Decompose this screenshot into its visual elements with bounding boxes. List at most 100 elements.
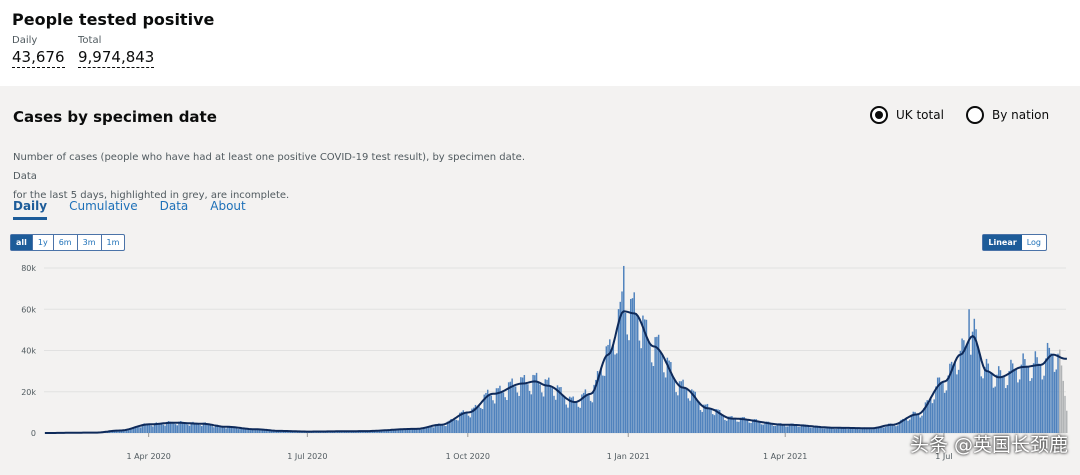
bar bbox=[450, 419, 452, 433]
bar bbox=[228, 425, 231, 433]
bar bbox=[413, 428, 416, 433]
bar bbox=[858, 429, 860, 433]
x-tick-label: 1 Jan 2021 bbox=[607, 452, 650, 461]
bar bbox=[649, 344, 651, 433]
cases-chart[interactable]: 0 20k 40k 60k 80k 1 Apr 2020 1 Jul 2020 1 Oct 2… bbox=[0, 86, 1080, 475]
bar bbox=[704, 404, 707, 433]
total-value[interactable]: 9,974,843 bbox=[78, 48, 155, 68]
bar bbox=[984, 367, 986, 433]
bar bbox=[180, 421, 182, 433]
range-3m-button[interactable]: 3m bbox=[78, 235, 102, 250]
bar bbox=[902, 418, 904, 433]
daily-label: Daily bbox=[12, 35, 38, 46]
bar bbox=[549, 385, 552, 433]
chart-tabs: Daily Cumulative Data About bbox=[13, 199, 268, 220]
bar bbox=[896, 425, 899, 433]
bar bbox=[680, 381, 683, 433]
bar bbox=[650, 362, 653, 433]
bar bbox=[567, 407, 569, 433]
tab-about[interactable]: About bbox=[210, 199, 246, 213]
tab-data[interactable]: Data bbox=[159, 199, 189, 213]
bar bbox=[502, 392, 505, 433]
bar bbox=[211, 426, 213, 433]
bar bbox=[779, 423, 782, 433]
bar bbox=[164, 425, 166, 433]
bar bbox=[112, 431, 114, 433]
bar bbox=[281, 430, 283, 433]
bar bbox=[711, 414, 714, 433]
bar bbox=[813, 425, 815, 433]
bar bbox=[568, 396, 571, 433]
scale-log-button[interactable]: Log bbox=[1026, 238, 1041, 247]
bar bbox=[642, 315, 644, 433]
bar bbox=[792, 423, 794, 433]
bar bbox=[825, 427, 827, 433]
bar bbox=[1038, 363, 1040, 433]
bar bbox=[856, 428, 859, 433]
bar bbox=[849, 427, 852, 433]
bar bbox=[1011, 363, 1014, 433]
bar bbox=[469, 417, 472, 433]
radio-uk-label: UK total bbox=[896, 108, 944, 122]
y-tick-label: 40k bbox=[21, 347, 36, 356]
bar bbox=[206, 423, 208, 433]
tab-daily[interactable]: Daily bbox=[13, 199, 48, 220]
bar bbox=[807, 425, 810, 433]
metrics-title: People tested positive bbox=[12, 10, 215, 29]
bar bbox=[235, 428, 238, 433]
bar bbox=[218, 425, 220, 433]
bar bbox=[122, 430, 124, 433]
bar bbox=[234, 427, 236, 433]
bar bbox=[889, 423, 892, 433]
bar bbox=[389, 429, 391, 433]
bar bbox=[659, 352, 662, 433]
bar bbox=[434, 424, 437, 433]
bar bbox=[886, 424, 888, 433]
radio-uk-total[interactable]: UK total bbox=[870, 106, 944, 124]
bar bbox=[1046, 342, 1049, 433]
bar bbox=[398, 428, 400, 433]
bar bbox=[987, 363, 990, 433]
range-1y-button[interactable]: 1y bbox=[33, 235, 54, 250]
bar bbox=[500, 391, 503, 433]
bar bbox=[586, 394, 588, 433]
bar bbox=[178, 421, 180, 433]
tab-cumulative[interactable]: Cumulative bbox=[69, 199, 138, 213]
bar bbox=[1039, 365, 1042, 433]
bar bbox=[1017, 382, 1019, 433]
bar bbox=[452, 419, 454, 433]
bar bbox=[628, 340, 630, 433]
bar bbox=[759, 421, 761, 433]
bar bbox=[738, 421, 740, 433]
radio-by-nation[interactable]: By nation bbox=[966, 106, 1049, 124]
range-6m-button[interactable]: 6m bbox=[54, 235, 78, 250]
radio-selected-icon bbox=[870, 106, 888, 124]
bar bbox=[961, 338, 963, 433]
bar bbox=[814, 425, 817, 433]
bar bbox=[623, 265, 625, 433]
bar bbox=[265, 429, 267, 433]
bar bbox=[516, 392, 519, 433]
bar bbox=[799, 426, 801, 433]
bar bbox=[959, 350, 962, 433]
bar bbox=[1060, 365, 1063, 433]
daily-metric: Daily 43,676 bbox=[12, 35, 65, 68]
bar bbox=[124, 430, 126, 433]
bar bbox=[773, 425, 775, 433]
bar bbox=[1043, 375, 1045, 433]
bar bbox=[506, 399, 508, 433]
bar bbox=[694, 391, 697, 433]
bar bbox=[682, 379, 684, 433]
bar bbox=[980, 376, 983, 433]
bar bbox=[525, 382, 527, 433]
scale-linear-button[interactable]: Linear bbox=[983, 235, 1022, 250]
bar bbox=[486, 389, 489, 433]
bar bbox=[778, 423, 780, 433]
bar bbox=[497, 388, 499, 433]
bar bbox=[898, 422, 901, 433]
bar bbox=[652, 366, 655, 433]
range-1m-button[interactable]: 1m bbox=[106, 238, 120, 247]
bar bbox=[874, 427, 876, 433]
range-all-button[interactable]: all bbox=[11, 235, 33, 250]
daily-value[interactable]: 43,676 bbox=[12, 48, 65, 68]
